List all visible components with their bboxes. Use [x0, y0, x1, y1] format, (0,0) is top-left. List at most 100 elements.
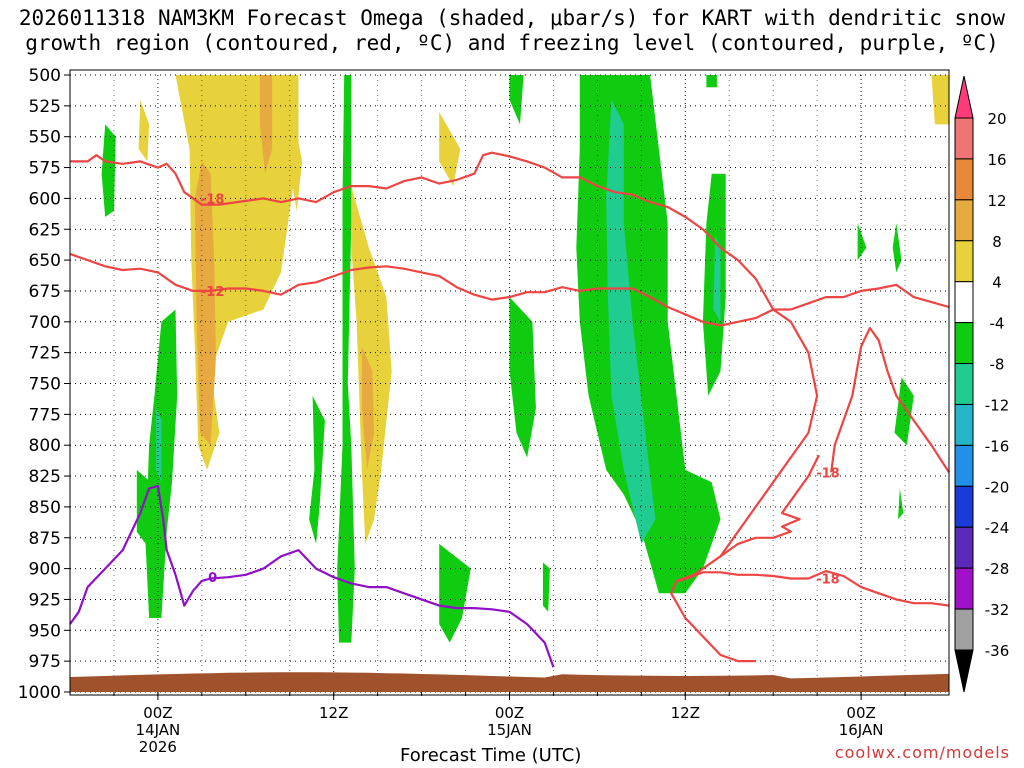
colorbar-label-12: -32: [985, 601, 1010, 619]
y-tick-label-700: 700: [29, 313, 61, 333]
colorbar-label-4: 4: [992, 274, 1002, 292]
chart-title-line1: 2026011318 NAM3KM Forecast Omega (shaded…: [18, 6, 1006, 30]
y-tick-label-625: 625: [29, 220, 61, 240]
colorbar-bin-9: [954, 485, 974, 528]
y-tick-label-925: 925: [29, 590, 61, 610]
omega-region-8: [931, 75, 949, 125]
omega-region-4: [351, 186, 392, 544]
y-tick-label-725: 725: [29, 344, 61, 364]
omega-region-5: [361, 346, 375, 470]
omega-region-1: [194, 161, 216, 446]
colorbar-bin-12: [954, 608, 974, 651]
omega-region-18: [101, 124, 116, 217]
contour-dgz-12: [69, 252, 950, 327]
contour-dgz-18-upper: [70, 151, 819, 663]
x-tick-label-10: 12Z: [319, 704, 348, 722]
colorbar-label-1: 16: [987, 151, 1006, 169]
colorbar: 20 16 12 8 4 -4 -8 -12 -16 -20 -24 -28 -32 -36: [954, 75, 1010, 693]
colorbar-label-10: -24: [985, 519, 1010, 537]
colorbar-label-13: -36: [985, 642, 1010, 660]
colorbar-bin-8: [954, 444, 974, 487]
y-axis: 500 525 550 575 600 625 650 675 700 725 750 775 800 8…: [18, 66, 70, 703]
chart-title-line2: growth region (contoured, red, ºC) and f…: [25, 31, 999, 55]
colorbar-label-2: 12: [987, 192, 1006, 210]
y-tick-label-575: 575: [29, 159, 61, 179]
colorbar-label-7: -12: [985, 396, 1010, 414]
colorbar-bin-6: [954, 363, 974, 405]
y-tick-label-850: 850: [29, 498, 61, 518]
contour-label-dgz-18-right: -18: [816, 466, 840, 481]
contour-dgz-18-right: [830, 326, 950, 473]
colorbar-bin-1: [954, 158, 974, 201]
omega-region-15: [713, 235, 721, 322]
y-tick-label-900: 900: [29, 560, 61, 580]
y-tick-label-750: 750: [29, 375, 61, 395]
colorbar-bin-2: [954, 199, 974, 242]
y-tick-label-1000: 1000: [18, 683, 61, 703]
y-tick-label-875: 875: [29, 529, 61, 549]
colorbar-bin-4: [954, 281, 974, 324]
contour-label-dgz-18-upper: -18: [201, 192, 225, 207]
colorbar-label-0: 20: [987, 110, 1006, 128]
y-tick-label-775: 775: [29, 405, 61, 425]
grid-layer: [69, 74, 950, 693]
contour-label-freezing-0: 0: [208, 571, 217, 586]
omega-region-2: [259, 75, 273, 174]
y-tick-label-500: 500: [29, 66, 61, 86]
colorbar-label-8: -16: [985, 437, 1010, 455]
colorbar-label-11: -28: [985, 560, 1010, 578]
colorbar-bin-0: [954, 117, 974, 160]
omega-region-26: [898, 488, 904, 520]
x-tick-year-0: 2026: [139, 738, 177, 756]
contour-dgz-18-lower: [679, 570, 950, 607]
colorbar-top-arrow: [954, 75, 974, 119]
x-tick-date-40: 16JAN: [839, 721, 884, 739]
colorbar-label-6: -8: [990, 356, 1005, 374]
omega-region-19: [136, 469, 151, 544]
colorbar-bottom-arrow: [954, 649, 974, 693]
contour-dgz-18-inner: [719, 454, 820, 558]
omega-region-9: [509, 75, 524, 125]
credit-link[interactable]: coolwx.com/models: [834, 743, 1010, 762]
x-tick-label-40: 00Z: [846, 704, 875, 722]
colorbar-bin-11: [954, 567, 974, 610]
omega-region-3: [286, 87, 303, 211]
colorbar-bin-7: [954, 403, 974, 446]
x-tick-label-30: 12Z: [671, 704, 700, 722]
omega-region-6: [138, 99, 150, 162]
colorbar-label-9: -20: [985, 478, 1010, 496]
y-tick-label-525: 525: [29, 97, 61, 117]
colorbar-label-3: 8: [992, 233, 1002, 251]
omega-region-20: [309, 395, 325, 544]
colorbar-bin-10: [954, 526, 974, 569]
contour-layer: -18 -12 -18 -18 0: [69, 151, 950, 668]
omega-region-22: [542, 562, 550, 612]
omega-region-23: [857, 223, 867, 261]
contour-freezing-0: [69, 484, 555, 668]
y-tick-label-975: 975: [29, 652, 61, 672]
y-tick-label-675: 675: [29, 282, 61, 302]
contour-label-dgz-18-lower: -18: [816, 572, 840, 587]
omega-region-10: [337, 75, 355, 643]
y-tick-label-650: 650: [29, 251, 61, 271]
x-tick-date-0: 14JAN: [136, 721, 181, 739]
terrain-fill: [70, 672, 949, 692]
colorbar-bin-5: [954, 322, 974, 365]
y-tick-label-950: 950: [29, 621, 61, 641]
y-tick-label-800: 800: [29, 436, 61, 456]
x-axis-title: Forecast Time (UTC): [400, 745, 582, 766]
omega-region-25: [894, 377, 914, 446]
contour-label-dgz-12: -12: [201, 285, 225, 300]
y-tick-label-825: 825: [29, 467, 61, 487]
colorbar-bin-3: [954, 240, 974, 283]
omega-region-21: [439, 543, 471, 643]
omega-region-24: [892, 223, 902, 273]
colorbar-label-5: -4: [990, 315, 1005, 333]
y-tick-label-600: 600: [29, 189, 61, 209]
omega-region-27: [706, 75, 717, 88]
x-tick-date-20: 15JAN: [487, 721, 532, 739]
y-tick-label-550: 550: [29, 128, 61, 148]
omega-shading-layer: [101, 75, 949, 643]
